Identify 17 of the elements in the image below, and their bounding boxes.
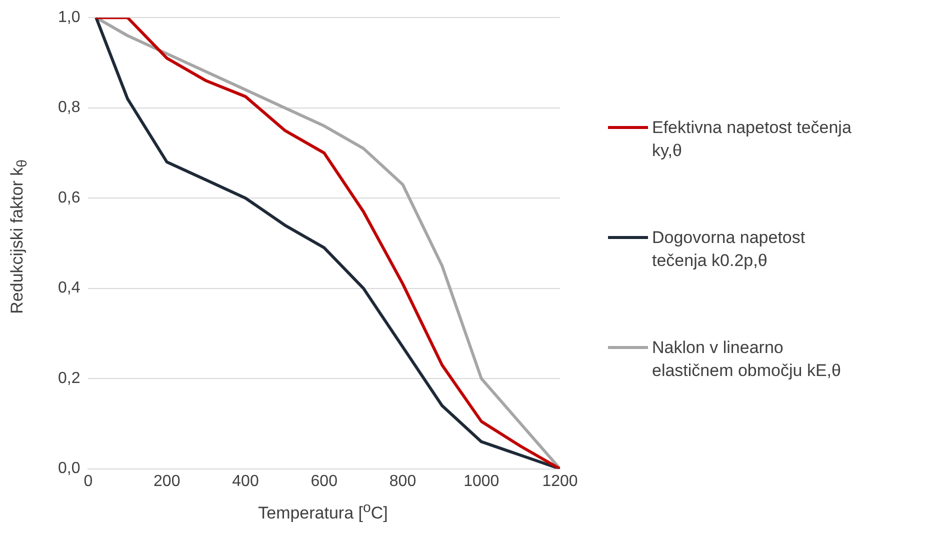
x-tick-label: 600: [310, 472, 338, 490]
x-tick-label: 0: [84, 472, 93, 490]
legend-label: Dogovorna napetost tečenja k0.2p,θ: [652, 227, 806, 272]
y-tick-label: 0,0: [58, 460, 80, 478]
legend-label: Efektivna napetost tečenja ky,θ: [652, 117, 852, 162]
y-tick-label: 0,2: [58, 370, 80, 387]
x-tick-label: 1200: [542, 472, 578, 490]
x-tick-label: 800: [389, 472, 416, 490]
legend-label: Naklon v linearno elastičnem območju kE,θ: [652, 337, 842, 382]
y-tick-label: 0,8: [58, 99, 80, 116]
x-tick-label: 1000: [464, 472, 500, 490]
y-tick-label: 0,6: [58, 189, 80, 206]
x-axis-title: Temperatura [$^{o}$C]: [257, 500, 389, 524]
x-tick-label: 400: [232, 472, 259, 490]
y-tick-label: 0,4: [58, 280, 80, 297]
x-tick-label: 200: [154, 472, 180, 490]
y-tick-label: 1,0: [58, 9, 80, 26]
